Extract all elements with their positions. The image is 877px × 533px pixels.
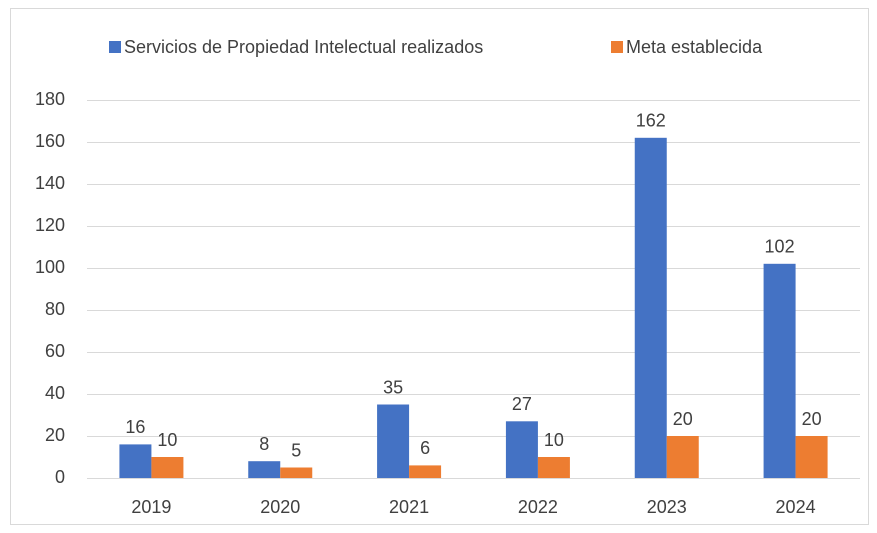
y-tick-label: 60 [45,341,65,361]
x-tick-label: 2024 [776,497,816,517]
bar [763,263,796,478]
y-tick-label: 80 [45,299,65,319]
y-tick-label: 0 [55,467,65,487]
data-label: 16 [125,417,145,437]
y-tick-label: 140 [35,173,65,193]
legend-swatch [109,41,121,53]
bar [505,421,538,478]
x-tick-label: 2020 [260,497,300,517]
y-tick-label: 100 [35,257,65,277]
y-tick-label: 180 [35,89,65,109]
x-tick-label: 2023 [647,497,687,517]
bar [151,457,184,478]
legend-label: Meta establecida [626,37,763,57]
bar [409,465,442,478]
legend-label: Servicios de Propiedad Intelectual reali… [124,37,483,57]
legend-swatch [611,41,623,53]
bar [377,404,410,478]
x-tick-label: 2019 [131,497,171,517]
y-tick-label: 20 [45,425,65,445]
bar [119,444,152,478]
bar [666,436,699,478]
bar [634,137,667,479]
data-label: 8 [259,434,269,454]
chart-border [10,8,869,525]
data-label: 162 [636,111,666,131]
data-label: 10 [544,430,564,450]
data-label: 20 [802,409,822,429]
data-label: 10 [157,430,177,450]
bar [280,467,313,478]
bar [537,457,570,478]
bar [795,436,828,478]
data-label: 6 [420,438,430,458]
y-tick-label: 40 [45,383,65,403]
data-label: 27 [512,394,532,414]
y-tick-label: 120 [35,215,65,235]
data-label: 102 [765,237,795,257]
data-label: 20 [673,409,693,429]
data-label: 5 [291,440,301,460]
bar [248,461,281,478]
x-tick-label: 2022 [518,497,558,517]
data-label: 35 [383,377,403,397]
y-tick-label: 160 [35,131,65,151]
x-tick-label: 2021 [389,497,429,517]
